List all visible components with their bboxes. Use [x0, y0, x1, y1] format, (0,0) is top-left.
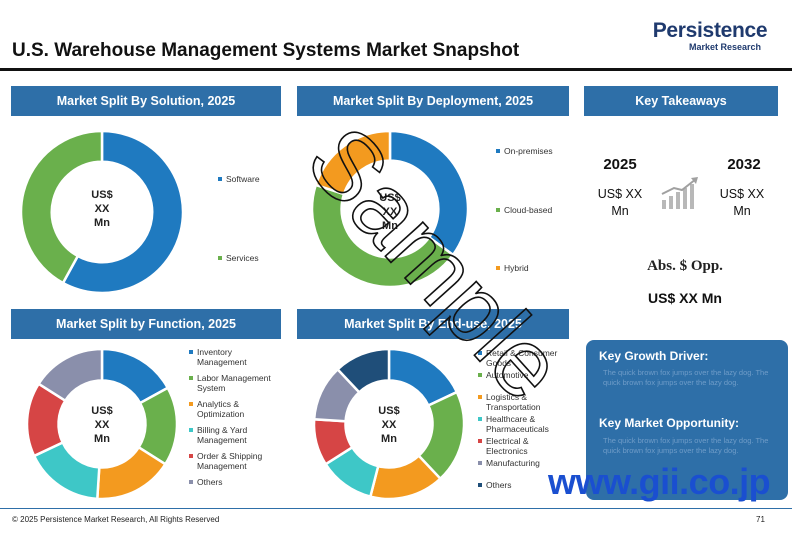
legend-swatch — [189, 480, 193, 484]
legend-swatch — [189, 402, 193, 406]
legend-item: Electrical & Electronics — [478, 436, 529, 456]
legend-item: Cloud-based — [496, 205, 552, 215]
solution-donut-chart — [19, 129, 185, 295]
key-takeaways-header: Key Takeaways — [584, 86, 778, 116]
donut-slice-on-premises — [388, 129, 470, 257]
deployment-center-label: US$ XX Mn — [379, 192, 401, 232]
growth-chart-icon — [661, 177, 698, 209]
legend-item: Others — [478, 480, 512, 490]
solution-center-label: US$ XX Mn — [91, 189, 113, 229]
takeaway-year-end: 2032 — [727, 156, 761, 173]
enduse-donut-chart — [312, 347, 466, 501]
legend-item: Hybrid — [496, 263, 529, 273]
legend-item: Inventory Management — [189, 347, 247, 367]
enduse-chart-title: Market Split By End-use, 2025 — [297, 309, 569, 339]
page-number: 71 — [756, 515, 765, 524]
copyright-text: © 2025 Persistence Market Research, All … — [12, 515, 220, 524]
legend-item: Services — [218, 253, 259, 263]
donut-slice-hybrid — [314, 129, 392, 196]
legend-item: Labor Management System — [189, 373, 271, 393]
legend-item: Software — [218, 174, 260, 184]
takeaway-year-start: 2025 — [603, 156, 637, 173]
donut-slice-others — [36, 347, 104, 403]
legend-item: Automotive — [478, 370, 529, 380]
legend-swatch — [496, 266, 500, 270]
legend-swatch — [496, 208, 500, 212]
solution-chart-title: Market Split By Solution, 2025 — [11, 86, 281, 116]
legend-swatch — [189, 428, 193, 432]
legend-swatch — [478, 461, 482, 465]
url-watermark: www.gii.co.jp — [548, 461, 771, 502]
donut-slice-cloud-based — [310, 183, 455, 289]
function-center-label: US$ XX Mn — [91, 405, 113, 445]
legend-item: Billing & Yard Management — [189, 425, 247, 445]
legend-swatch — [478, 439, 482, 443]
legend-item: Retail & Consumer Goods — [478, 348, 557, 368]
legend-swatch — [478, 417, 482, 421]
takeaway-value-end: US$ XX Mn — [719, 187, 765, 218]
donut-slice-others — [335, 347, 391, 395]
legend-item: Analytics & Optimization — [189, 399, 244, 419]
legend-item: Manufacturing — [478, 458, 540, 468]
legend-item: Healthcare & Pharmaceuticals — [478, 414, 549, 434]
market-opportunity-title: Key Market Opportunity: — [599, 416, 740, 430]
legend-swatch — [189, 376, 193, 380]
legend-swatch — [218, 256, 222, 260]
brand-tagline: Market Research — [688, 42, 762, 52]
legend-swatch — [496, 149, 500, 153]
brand-name: Persistence — [652, 19, 768, 42]
function-chart-title: Market Split by Function, 2025 — [11, 309, 281, 339]
legend-swatch — [478, 483, 482, 487]
absolute-opportunity-value: US$ XX Mn — [648, 290, 722, 306]
brand-logo: Persistence Market Research — [640, 20, 780, 53]
key-drivers-panel — [586, 340, 788, 500]
footer-divider — [0, 508, 792, 509]
page-title: U.S. Warehouse Management Systems Market… — [12, 40, 520, 61]
legend-swatch — [478, 351, 482, 355]
market-opportunity-text: The quick brown fox jumps over the lazy … — [603, 436, 769, 455]
title-divider — [0, 68, 792, 71]
growth-driver-title: Key Growth Driver: — [599, 349, 709, 363]
legend-item: On-premises — [496, 146, 553, 156]
enduse-center-label: US$ XX Mn — [378, 405, 400, 445]
function-donut-chart — [25, 347, 179, 501]
deployment-chart-title: Market Split By Deployment, 2025 — [297, 86, 569, 116]
legend-item: Logistics & Transportation — [478, 392, 541, 412]
legend-item: Others — [189, 477, 223, 487]
absolute-opportunity-label: Abs. $ Opp. — [647, 258, 723, 274]
deployment-donut-chart — [310, 129, 470, 289]
legend-item: Order & Shipping Management — [189, 451, 262, 471]
growth-driver-text: The quick brown fox jumps over the lazy … — [603, 368, 769, 387]
donut-slice-software — [61, 129, 185, 295]
legend-swatch — [189, 350, 193, 354]
donut-slice-services — [19, 129, 104, 285]
legend-swatch — [478, 373, 482, 377]
legend-swatch — [218, 177, 222, 181]
legend-swatch — [478, 395, 482, 399]
takeaway-value-start: US$ XX Mn — [597, 187, 643, 218]
legend-swatch — [189, 454, 193, 458]
